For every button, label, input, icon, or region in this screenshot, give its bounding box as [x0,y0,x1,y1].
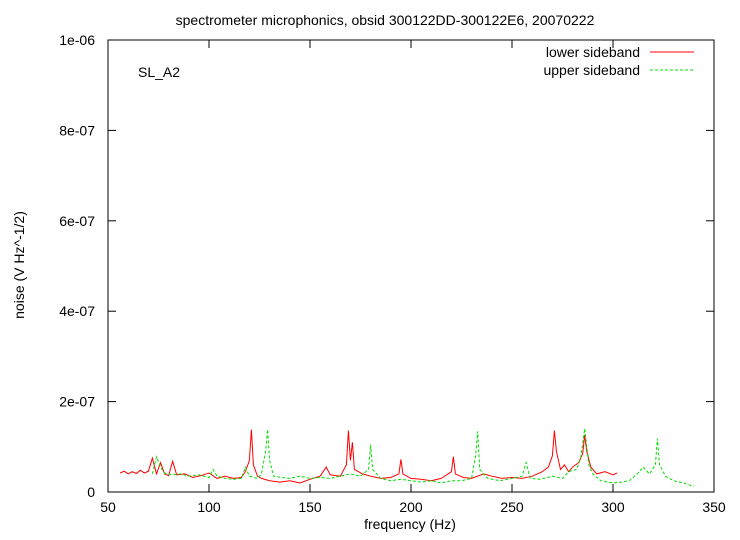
legend-label: lower sideband [546,44,640,60]
x-axis-label: frequency (Hz) [364,516,456,532]
axis-ticks: 50 100 150 200 250 300 350 0 2e-07 4e-07 6e-07 8e-0… [59,32,726,515]
y-tick-label: 6e-07 [59,213,95,229]
x-tick-label: 150 [298,499,322,515]
legend-label: upper sideband [543,62,640,78]
series-line-lower-sideband [119,429,618,484]
x-tick-label: 200 [399,499,423,515]
y-tick-label: 8e-07 [59,122,95,138]
x-tick-label: 350 [702,499,726,515]
x-tick-label: 300 [601,499,625,515]
plot-frame [107,39,715,493]
chart-title: spectrometer microphonics, obsid 300122D… [176,12,595,28]
series-line-upper-sideband [151,428,694,488]
x-tick-label: 50 [100,499,116,515]
x-tick-label: 100 [197,499,221,515]
y-axis-label: noise (V Hz^-1/2) [11,211,27,319]
legend: lower sideband upper sideband [543,44,694,78]
series-lines [119,428,694,488]
x-tick-label: 250 [500,499,524,515]
y-tick-label: 1e-06 [59,32,95,48]
y-tick-label: 2e-07 [59,394,95,410]
y-tick-label: 4e-07 [59,303,95,319]
y-tick-label: 0 [87,484,95,500]
detector-annotation: SL_A2 [138,64,180,80]
